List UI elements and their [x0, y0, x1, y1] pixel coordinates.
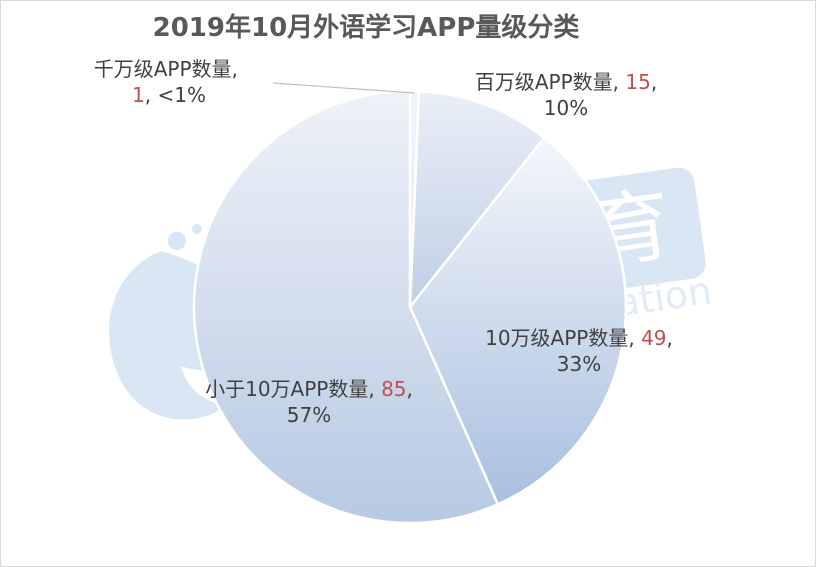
data-label-value: 1 — [132, 83, 145, 107]
data-label-percent: 33% — [557, 352, 601, 376]
data-label-name: 10万级APP数量 — [485, 326, 628, 350]
whale-bubble-icon — [168, 232, 186, 250]
data-label-name: 小于10万APP数量 — [205, 377, 368, 401]
data-label-2: 百万级APP数量, 15, 10% — [475, 70, 657, 120]
whale-bubble-small-icon — [192, 224, 202, 234]
chart-title: 2019年10月外语学习APP量级分类 — [152, 13, 580, 43]
data-label-percent: <1% — [157, 83, 206, 107]
data-label-value: 49 — [641, 326, 666, 350]
data-label-1: 千万级APP数量, 1, <1% — [94, 57, 245, 107]
data-label-percent: 10% — [544, 96, 588, 120]
data-label-name: 千万级APP数量 — [94, 57, 232, 81]
pie-slice-3 — [408, 135, 628, 506]
leader-line-1 — [272, 82, 415, 94]
data-label-percent: 57% — [287, 403, 331, 427]
data-label-value: 15 — [625, 70, 650, 94]
data-label-3: 10万级APP数量, 49, 33% — [485, 326, 673, 376]
data-label-4: 小于10万APP数量, 85, 57% — [205, 377, 413, 427]
data-label-name: 百万级APP数量 — [475, 70, 613, 94]
data-label-value: 85 — [381, 377, 406, 401]
pie-slice-4 — [192, 89, 500, 525]
pie-slice-2 — [408, 89, 546, 311]
